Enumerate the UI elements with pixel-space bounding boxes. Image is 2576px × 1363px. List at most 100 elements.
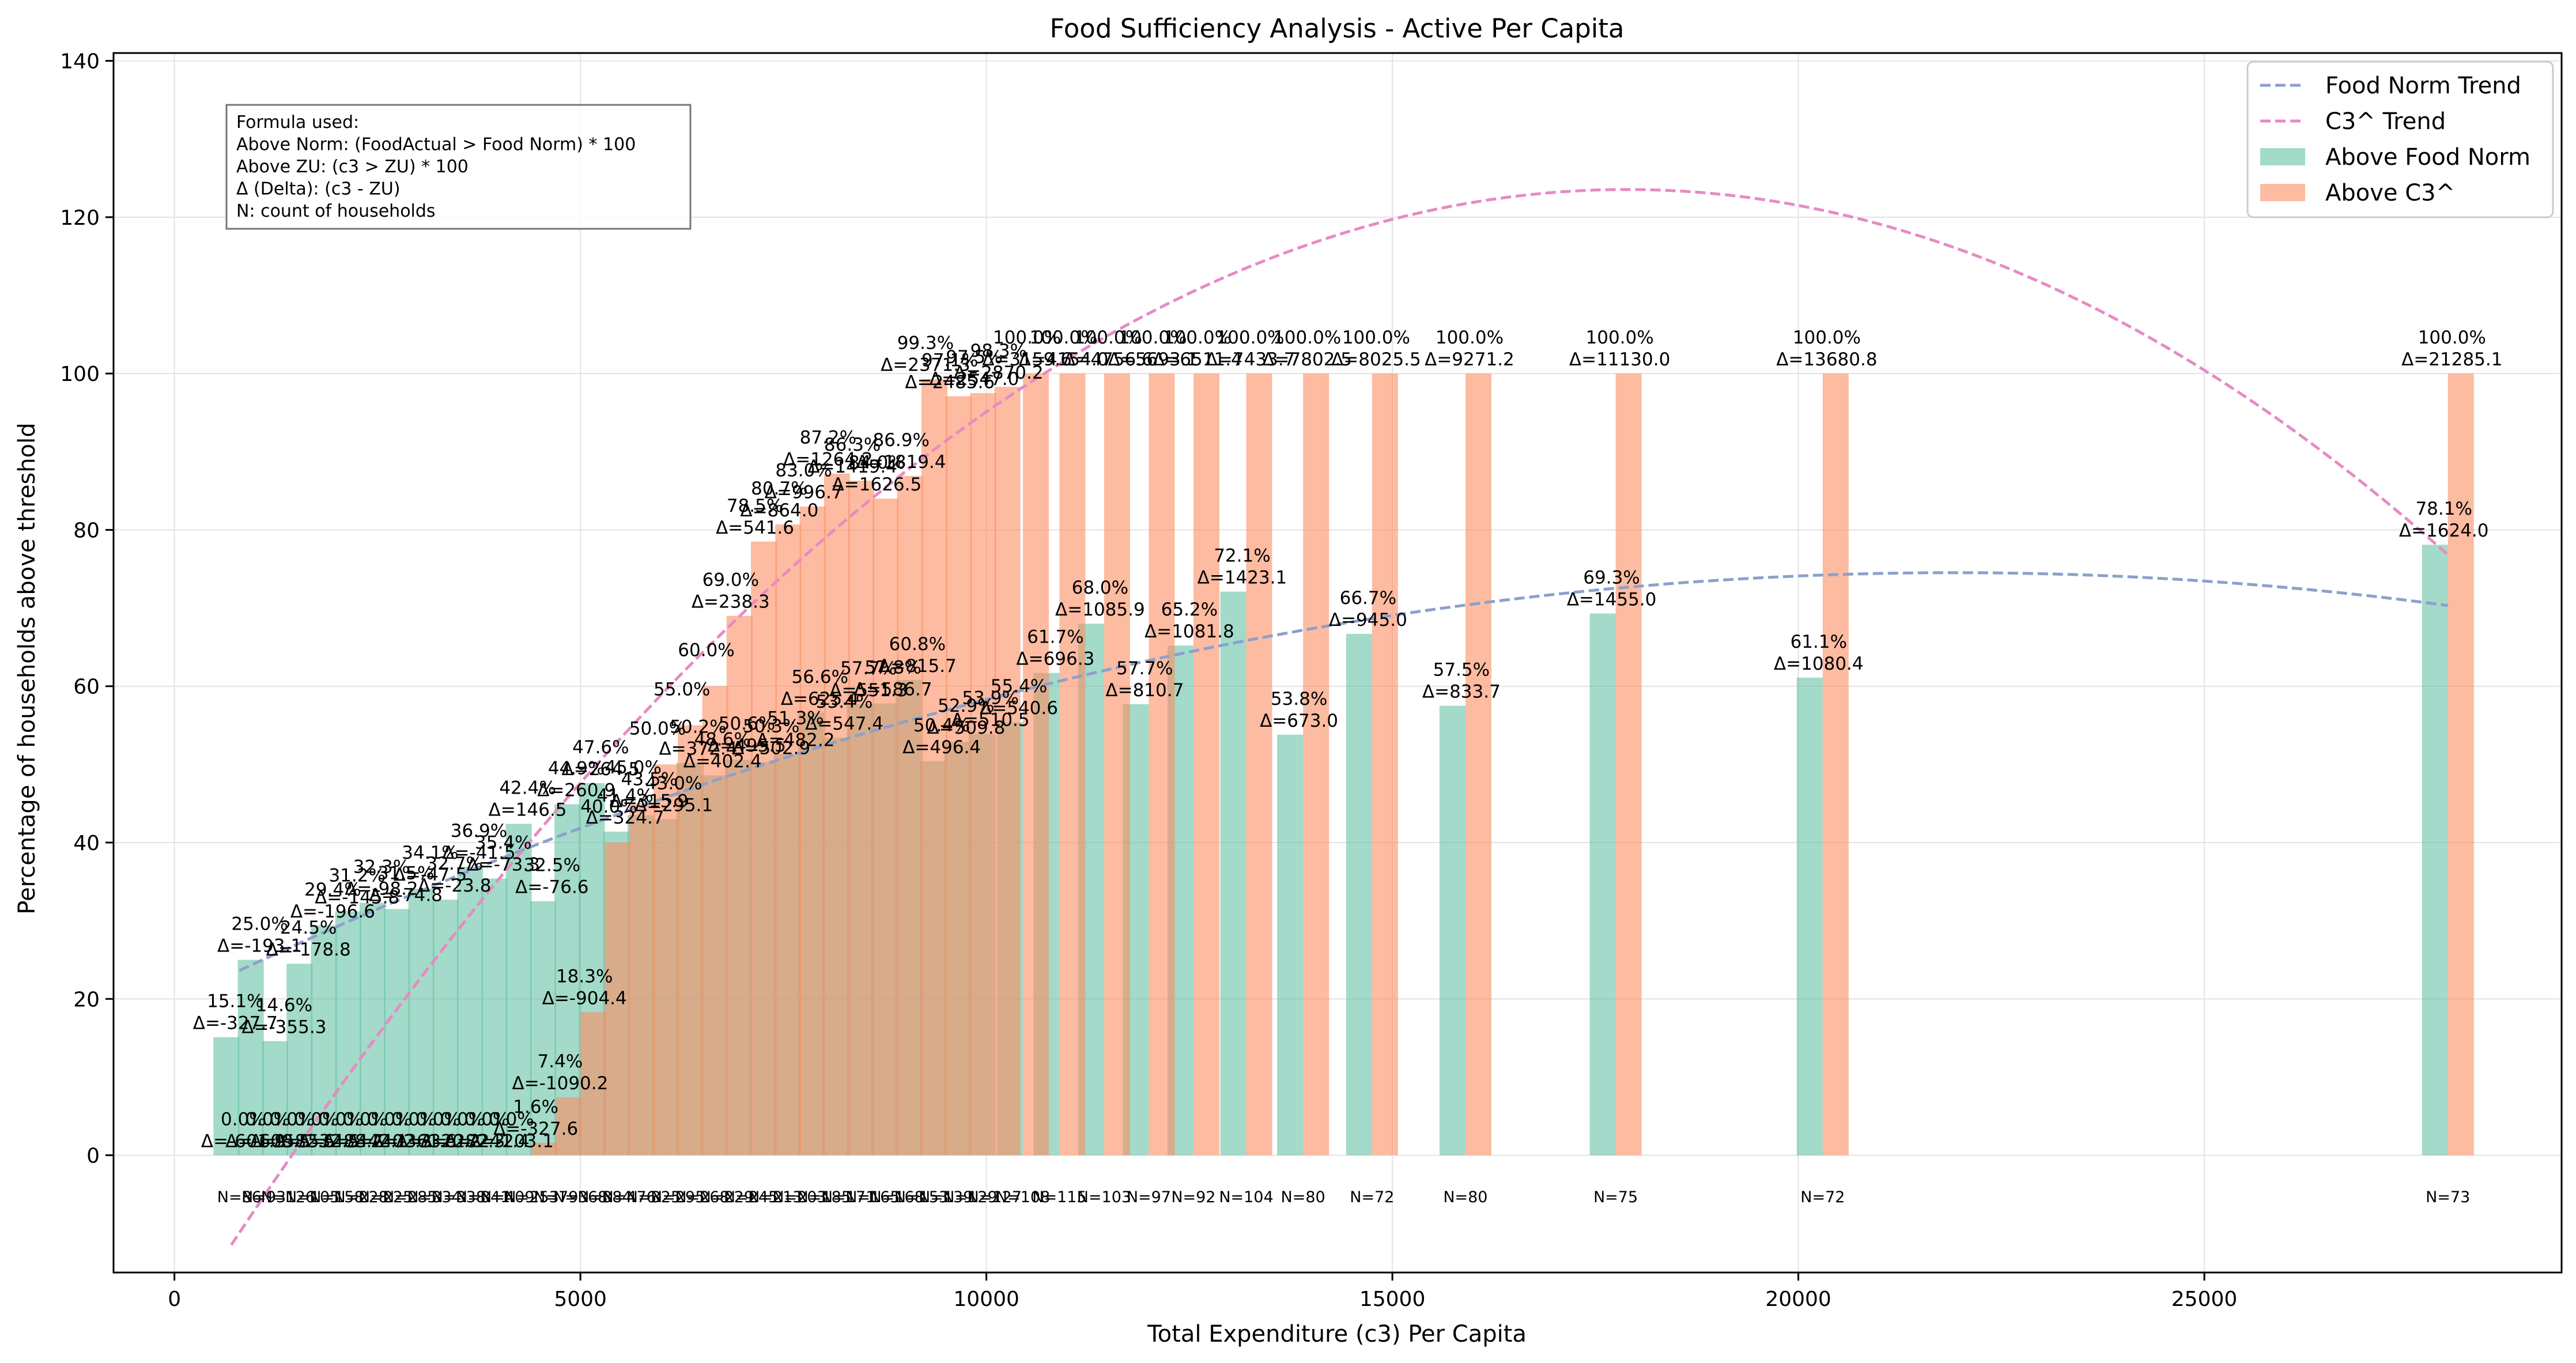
food-norm-label-pct: 32.3% [353,856,410,877]
c3-label-pct: 0.0% [294,1109,339,1130]
count-label: N=203 [772,1188,826,1206]
food-norm-label-delta: Δ=625.4 [781,689,859,709]
c3-label-pct: 0.0% [489,1109,534,1130]
formula-line: Above Norm: (FoodActual > Food Norm) * 1… [236,135,636,155]
legend-label: Above C3^ [2325,180,2455,206]
bar-above-c3 [531,1142,558,1156]
count-label: N=73 [2426,1188,2470,1206]
c3-label-pct: 100.0% [1029,327,1097,348]
bars [213,373,2474,1156]
legend-frame [2246,61,2554,218]
c3-label-delta: Δ=7433.7 [1206,349,1295,370]
c3-label-delta: Δ=238.3 [692,592,770,613]
food-norm-label: 41.4% Δ=324.7 [586,786,664,828]
food-norm-label-pct: 60.8% [889,634,946,655]
c3-label-delta: Δ=1626.5 [832,474,922,495]
c3-label-pct: 100.0% [1119,327,1187,348]
food-norm-label: 52.9% Δ=509.8 [927,696,1005,738]
food-norm-label: 29.4% Δ=-196.6 [290,879,375,922]
food-norm-label-pct: 47.6% [572,737,629,758]
food-norm-label: 32.3% Δ=-98.2 [345,856,418,899]
bar-above-c3 [824,473,850,1156]
count-label: N=79 [534,1188,578,1206]
bar-above-c3 [1372,373,1398,1156]
c3-label-delta: Δ=-241.4 [445,1131,530,1152]
food-norm-label-delta: Δ=696.3 [1016,649,1094,670]
bar-above-c3 [1149,373,1175,1156]
food-norm-label-pct: 53.4% [816,692,872,712]
c3-label: 78.5% Δ=541.6 [716,496,794,538]
x-tick-label: 20000 [1765,1288,1831,1311]
legend-label: Above Food Norm [2325,144,2530,171]
c3-label: 0.0% Δ=-320.2 [396,1109,481,1152]
food-norm-label-pct: 43.0% [645,773,702,794]
bar-above-c3 [1303,373,1329,1156]
food-norm-label-delta: Δ=-145.8 [315,887,399,908]
c3-label: 97.5% Δ=2547.0 [930,347,1019,390]
food-norm-label: 53.9% Δ=510.5 [951,688,1030,730]
c3-label: 99.3% Δ=2371.3 [881,333,970,376]
bar-above-food-norm [1439,705,1465,1156]
food-norm-label-delta: Δ=495.5 [708,735,786,756]
count-label: N=129 [943,1188,997,1206]
c3-label-pct: 80.7% [751,478,807,499]
food-norm-label-pct: 66.7% [1340,588,1396,609]
food-norm-label: 57.7% Δ=810.7 [1105,658,1184,701]
count-label: N=153 [894,1188,949,1206]
plot-frame [112,52,2563,1274]
x-tick-label: 25000 [2171,1288,2238,1311]
c3-label-pct: 0.0% [270,1109,315,1130]
food-norm-label: 53.4% Δ=547.4 [805,692,883,734]
c3-label-delta: Δ=5693.1 [1108,349,1198,370]
food-norm-label: 69.3% Δ=1455.0 [1567,568,1657,610]
count-label: N=285 [383,1188,437,1206]
food-norm-label: 43.0% Δ=295.1 [634,773,713,815]
c3-label-delta: Δ=2547.0 [930,369,1019,390]
legend-label: C3^ Trend [2325,108,2446,135]
food-norm-label: 50.6% Δ=495.5 [708,713,786,756]
food-norm-label: 50.2% Δ=372.4 [659,717,737,760]
food-norm-label-delta: Δ=146.5 [489,799,567,820]
food-norm-label: 78.1% Δ=1624.0 [2399,499,2489,541]
food-norm-label: 60.8% Δ=815.7 [878,634,957,677]
count-label: N=104 [1219,1188,1273,1206]
c3-label-pct: 60.0% [678,640,734,661]
food-norm-label-delta: Δ=586.7 [854,679,932,700]
y-tick-label: 80 [73,519,100,542]
legend-swatch [2260,148,2305,165]
bar-above-c3 [678,725,704,1156]
count-label: N=476 [602,1188,656,1206]
food-norm-label-delta: Δ=1624.0 [2399,520,2489,541]
bar-above-food-norm [384,909,410,1156]
food-norm-label: 61.1% Δ=1080.4 [1774,632,1864,674]
c3-label-delta: Δ=-402.3 [347,1131,432,1152]
food-norm-label-pct: 53.9% [962,688,1018,708]
bar-above-food-norm [505,824,532,1156]
c3-label: 0.0% Δ=-601.9 [201,1109,286,1152]
food-norm-label: 43.5% Δ=315.9 [610,769,689,812]
food-norm-label-delta: Δ=496.4 [902,737,981,758]
c3-label-pct: 0.0% [440,1109,485,1130]
food-norm-label: 31.2% Δ=-145.8 [315,865,399,908]
c3-label-pct: 0.0% [391,1109,437,1130]
food-norm-label-delta: Δ=-327.7 [193,1013,278,1034]
food-norm-label-pct: 25.0% [231,913,288,934]
count-label: N=93 [241,1188,286,1206]
c3-label-delta: Δ=-609.5 [225,1131,310,1152]
bar-above-food-norm [262,1041,288,1156]
food-norm-label-delta: Δ=509.8 [927,718,1005,738]
count-label: N=225 [358,1188,413,1206]
y-axis-label: Percentage of households above threshold [14,422,40,914]
food-norm-label-delta: Δ=833.7 [1422,682,1501,703]
c3-label-pct: 1.6% [513,1097,558,1117]
food-norm-label-pct: 15.1% [207,991,263,1012]
food-norm-label-pct: 55.4% [991,676,1047,697]
c3-label-delta: Δ=8025.5 [1331,349,1421,370]
c3-label: 40.0% [580,796,637,817]
c3-label-delta: Δ=-601.9 [201,1131,286,1152]
c3-label-pct: 100.0% [1793,327,1861,348]
formula-box: Formula used:Above Norm: (FoodActual > F… [225,104,692,230]
food-norm-label-delta: Δ=551.3 [829,680,908,701]
count-label: N=185 [797,1188,851,1206]
c3-label-delta: Δ=2870.2 [954,363,1044,383]
